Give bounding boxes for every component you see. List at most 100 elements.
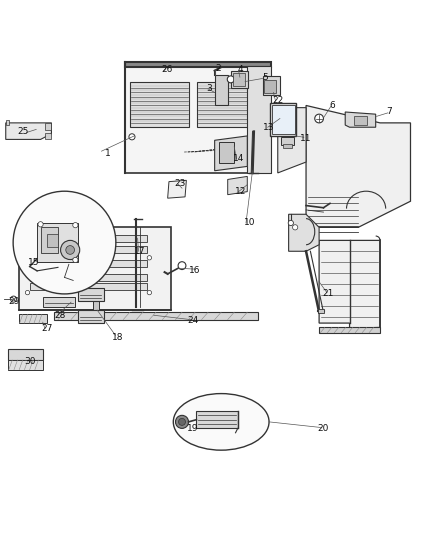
Polygon shape [289,214,319,251]
Circle shape [73,223,78,228]
Text: 12: 12 [235,187,247,196]
Circle shape [25,256,30,260]
Bar [37,223,78,262]
Circle shape [73,257,78,263]
Bar [45,133,51,140]
Bar [233,73,245,86]
Circle shape [129,134,135,140]
Circle shape [66,246,74,254]
Bar [30,235,147,241]
Text: 13: 13 [263,123,275,132]
Text: 29: 29 [9,297,20,306]
Bar [41,228,58,254]
Text: 4: 4 [237,65,243,74]
Text: 18: 18 [112,333,124,342]
Circle shape [179,418,185,425]
Text: 14: 14 [233,154,244,163]
Circle shape [60,240,80,260]
Bar [219,142,234,163]
Bar [8,349,43,360]
Text: 17: 17 [134,247,145,256]
Circle shape [38,222,43,227]
Bar [6,120,9,125]
Bar [93,301,99,310]
Bar [125,62,271,67]
Text: 1: 1 [105,149,111,158]
Circle shape [25,290,30,295]
Polygon shape [125,62,271,173]
Bar [130,82,188,127]
Text: 2: 2 [215,64,221,73]
Circle shape [178,262,186,270]
Text: 24: 24 [187,317,198,326]
Bar [30,282,147,289]
Bar [318,309,324,313]
Text: 16: 16 [189,266,201,276]
Text: 25: 25 [18,127,29,136]
Text: 27: 27 [42,324,53,333]
Circle shape [87,241,90,244]
Polygon shape [53,312,258,320]
Bar [283,144,292,148]
Bar [354,116,367,125]
Bar [272,105,295,134]
Circle shape [227,76,234,83]
Text: 7: 7 [386,108,392,117]
Polygon shape [215,136,247,171]
Polygon shape [345,112,376,127]
Circle shape [13,191,116,294]
Text: 3: 3 [207,84,212,93]
Bar [78,288,104,301]
Polygon shape [6,123,51,140]
Bar [231,71,248,88]
Polygon shape [215,75,228,106]
Polygon shape [278,108,306,173]
Circle shape [288,220,293,225]
Circle shape [147,256,152,260]
Text: 10: 10 [244,219,255,228]
Bar [196,411,238,429]
Polygon shape [306,106,410,228]
Text: 11: 11 [300,134,312,143]
Text: 19: 19 [187,424,199,433]
Text: 21: 21 [322,289,333,298]
Bar [8,360,43,370]
Text: 28: 28 [54,311,66,320]
Bar [264,80,276,93]
Bar [45,123,51,130]
Bar [197,82,250,127]
Bar [30,246,147,253]
Bar [47,234,58,247]
Polygon shape [19,228,171,310]
Text: 26: 26 [161,65,173,74]
Bar [281,137,294,144]
Polygon shape [168,180,186,198]
Bar [30,274,147,281]
Text: 5: 5 [262,72,268,82]
Text: 6: 6 [329,101,335,110]
Circle shape [293,225,298,230]
Bar [93,311,99,321]
Circle shape [87,270,90,273]
Circle shape [315,114,323,123]
Bar [43,297,75,306]
Bar [262,76,280,94]
Circle shape [176,415,188,429]
Bar [19,314,47,323]
Bar [78,310,104,323]
Bar [319,327,380,333]
Text: 30: 30 [24,357,35,366]
Text: 20: 20 [318,424,329,433]
Polygon shape [228,176,247,195]
Text: 22: 22 [272,96,283,105]
Circle shape [147,290,152,295]
Text: 15: 15 [28,257,40,266]
Polygon shape [319,240,380,328]
Text: 23: 23 [174,179,186,188]
Polygon shape [247,66,271,173]
Circle shape [11,296,17,302]
Ellipse shape [173,393,269,450]
Bar [30,260,147,266]
Bar [270,103,297,136]
Circle shape [87,284,90,286]
